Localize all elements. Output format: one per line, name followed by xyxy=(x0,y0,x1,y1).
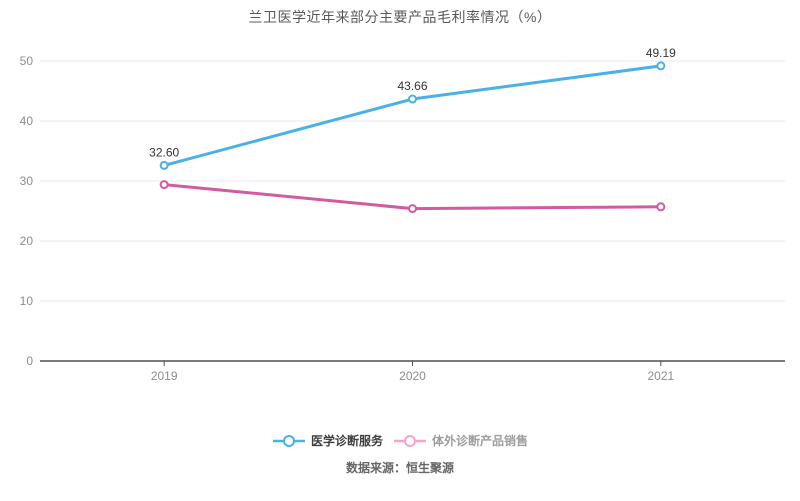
data-source-text: 数据来源：恒生聚源 xyxy=(345,461,454,475)
data-point xyxy=(656,202,666,212)
x-axis-tick-label: 2020 xyxy=(399,369,426,383)
data-point-label: 49.19 xyxy=(646,46,676,60)
legend-label: 医学诊断服务 xyxy=(310,434,383,448)
data-point xyxy=(408,94,417,104)
x-axis-tick-label: 2021 xyxy=(647,369,674,383)
chart-legend: 医学诊断服务 体外诊断产品销售 xyxy=(0,430,800,452)
legend-item-ivd-product-sales[interactable]: 体外诊断产品销售 xyxy=(393,434,528,448)
y-axis-tick-label: 20 xyxy=(20,234,34,248)
data-point-label: 43.66 xyxy=(397,79,427,93)
y-axis-tick-label: 50 xyxy=(20,54,34,68)
y-axis-tick-label: 10 xyxy=(20,294,34,308)
legend-label: 体外诊断产品销售 xyxy=(432,434,529,448)
y-axis-tick-label: 40 xyxy=(20,114,34,128)
chart-title: 兰卫医学近年来部分主要产品毛利率情况（%） xyxy=(248,9,552,25)
line-circle-marker-icon xyxy=(394,435,426,447)
line-circle-marker-icon xyxy=(272,435,305,447)
y-axis-tick-label: 0 xyxy=(26,354,33,368)
data-point xyxy=(159,180,169,190)
data-point xyxy=(656,61,666,71)
y-axis-tick-label: 30 xyxy=(20,174,34,188)
legend-item-medical-diagnostic-service[interactable]: 医学诊断服务 xyxy=(272,434,383,448)
chart-plot-area: 0 10 20 30 40 50 2019 2020 2021 32.60 43.66 49.19 xyxy=(20,46,785,383)
data-point xyxy=(408,204,417,214)
data-point-label: 32.60 xyxy=(149,145,179,159)
x-axis-tick-label: 2019 xyxy=(151,369,178,383)
data-point xyxy=(159,160,169,170)
